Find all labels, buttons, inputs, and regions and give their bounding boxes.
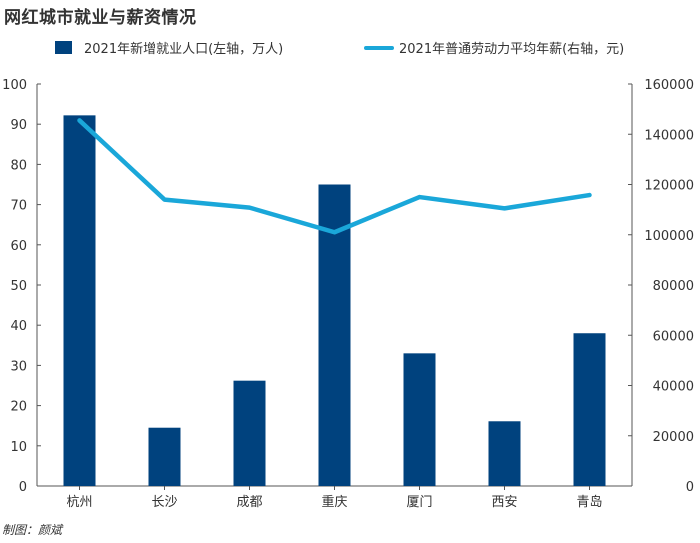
bar-厦门: [403, 353, 436, 486]
left-tick-label: 0: [19, 480, 27, 495]
left-tick-label: 80: [10, 158, 27, 173]
left-tick-label: 60: [10, 239, 27, 254]
x-label-西安: 西安: [491, 495, 517, 510]
x-label-青岛: 青岛: [576, 494, 602, 510]
legend-bar-swatch: [55, 41, 72, 54]
bar-成都: [233, 380, 266, 486]
bar-青岛: [573, 333, 606, 486]
x-label-重庆: 重庆: [321, 494, 347, 510]
x-label-杭州: 杭州: [66, 495, 92, 510]
right-tick-label: 0: [686, 480, 694, 495]
line-series: [77, 118, 592, 235]
right-tick-label: 160000: [644, 78, 694, 93]
left-tick-label: 30: [10, 359, 27, 374]
x-axis-labels: 杭州 长沙 成都 重庆 厦门 西安 青岛: [66, 486, 603, 510]
left-tick-label: 100: [2, 78, 27, 93]
bar-长沙: [148, 427, 181, 486]
right-tick-label: 120000: [644, 179, 694, 194]
left-tick-label: 10: [10, 440, 27, 455]
right-tick-label: 40000: [653, 380, 694, 395]
right-tick-label: 20000: [653, 430, 694, 445]
bar-杭州: [63, 115, 96, 486]
bar-重庆: [318, 184, 351, 486]
credit: 制图：颜斌: [2, 523, 63, 537]
right-tick-label: 60000: [653, 329, 694, 344]
x-label-厦门: 厦门: [406, 495, 432, 510]
legend-line-label: 2021年普通劳动力平均年薪(右轴，元): [399, 41, 624, 57]
x-label-长沙: 长沙: [151, 495, 177, 510]
legend: 2021年新增就业人口(左轴，万人) 2021年普通劳动力平均年薪(右轴，元): [55, 41, 624, 57]
left-tick-label: 90: [10, 118, 27, 133]
left-tick-label: 20: [10, 400, 27, 415]
left-tick-label: 50: [10, 279, 27, 294]
right-tick-label: 80000: [653, 279, 694, 294]
right-tick-label: 100000: [644, 229, 694, 244]
left-tick-label: 70: [10, 199, 27, 214]
x-label-成都: 成都: [236, 495, 262, 510]
chart-title: 网红城市就业与薪资情况: [4, 8, 197, 28]
left-tick-label: 40: [10, 319, 27, 334]
bar-series: [63, 115, 606, 486]
bar-西安: [488, 421, 521, 486]
right-tick-label: 140000: [644, 128, 694, 143]
legend-bar-label: 2021年新增就业人口(左轴，万人): [84, 41, 283, 57]
